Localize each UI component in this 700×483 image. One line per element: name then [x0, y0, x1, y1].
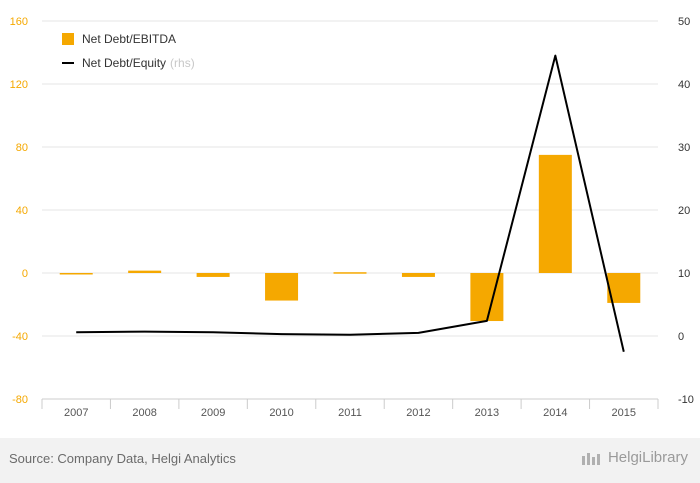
x-category-label: 2008 [132, 407, 156, 419]
bar [333, 272, 367, 274]
right-tick-label: 0 [678, 331, 684, 343]
source-text: Source: Company Data, Helgi Analytics [9, 451, 236, 466]
right-tick-label: -10 [678, 394, 694, 406]
brand-name: HelgiLibrary [607, 449, 688, 466]
x-category-label: 2011 [338, 407, 362, 419]
left-tick-label: 40 [16, 205, 28, 217]
x-category-label: 2007 [64, 407, 88, 419]
bar [265, 273, 299, 301]
legend-label-line: Net Debt/Equity [82, 56, 167, 70]
line-series [76, 54, 625, 352]
bar [401, 273, 435, 277]
bar [59, 273, 93, 275]
brand-logo[interactable]: HelgiLibrary [581, 449, 688, 466]
left-axis-ticks: 160 120 80 40 0 -40 -80 [10, 16, 28, 406]
bar-series [59, 154, 641, 322]
left-tick-label: 120 [10, 79, 28, 91]
x-category-label: 2015 [612, 407, 636, 419]
x-axis-categories: 2007 2008 2009 2010 2011 2012 2013 2014 2015 [64, 407, 636, 419]
left-tick-label: 80 [16, 142, 28, 154]
right-tick-label: 50 [678, 16, 690, 28]
left-tick-label: -40 [12, 331, 28, 343]
right-tick-label: 10 [678, 268, 690, 280]
legend-item-line[interactable]: Net Debt/Equity (rhs) [62, 51, 195, 75]
left-tick-label: 160 [10, 16, 28, 28]
legend-item-bars[interactable]: Net Debt/EBITDA [62, 27, 195, 51]
right-axis-ticks: 50 40 30 20 10 0 -10 [678, 16, 694, 406]
x-category-label: 2012 [406, 407, 430, 419]
left-tick-label: 0 [22, 268, 28, 280]
bar [538, 154, 572, 273]
right-tick-label: 20 [678, 205, 690, 217]
bar [607, 273, 641, 303]
x-category-label: 2013 [475, 407, 499, 419]
right-tick-label: 40 [678, 79, 690, 91]
footer: Source: Company Data, Helgi Analytics He… [0, 438, 700, 483]
right-tick-label: 30 [678, 142, 690, 154]
legend: Net Debt/EBITDA Net Debt/Equity (rhs) [62, 27, 195, 75]
legend-label-bars: Net Debt/EBITDA [82, 32, 177, 46]
library-icon [581, 452, 600, 465]
bar-swatch-icon [62, 33, 74, 45]
legend-label-line-suffix: (rhs) [170, 56, 195, 70]
x-category-label: 2009 [201, 407, 225, 419]
bar [196, 273, 230, 277]
x-category-label: 2014 [543, 407, 567, 419]
bar [128, 270, 162, 273]
left-tick-label: -80 [12, 394, 28, 406]
line-swatch-icon [62, 62, 74, 64]
x-category-label: 2010 [269, 407, 293, 419]
bar [470, 273, 504, 322]
